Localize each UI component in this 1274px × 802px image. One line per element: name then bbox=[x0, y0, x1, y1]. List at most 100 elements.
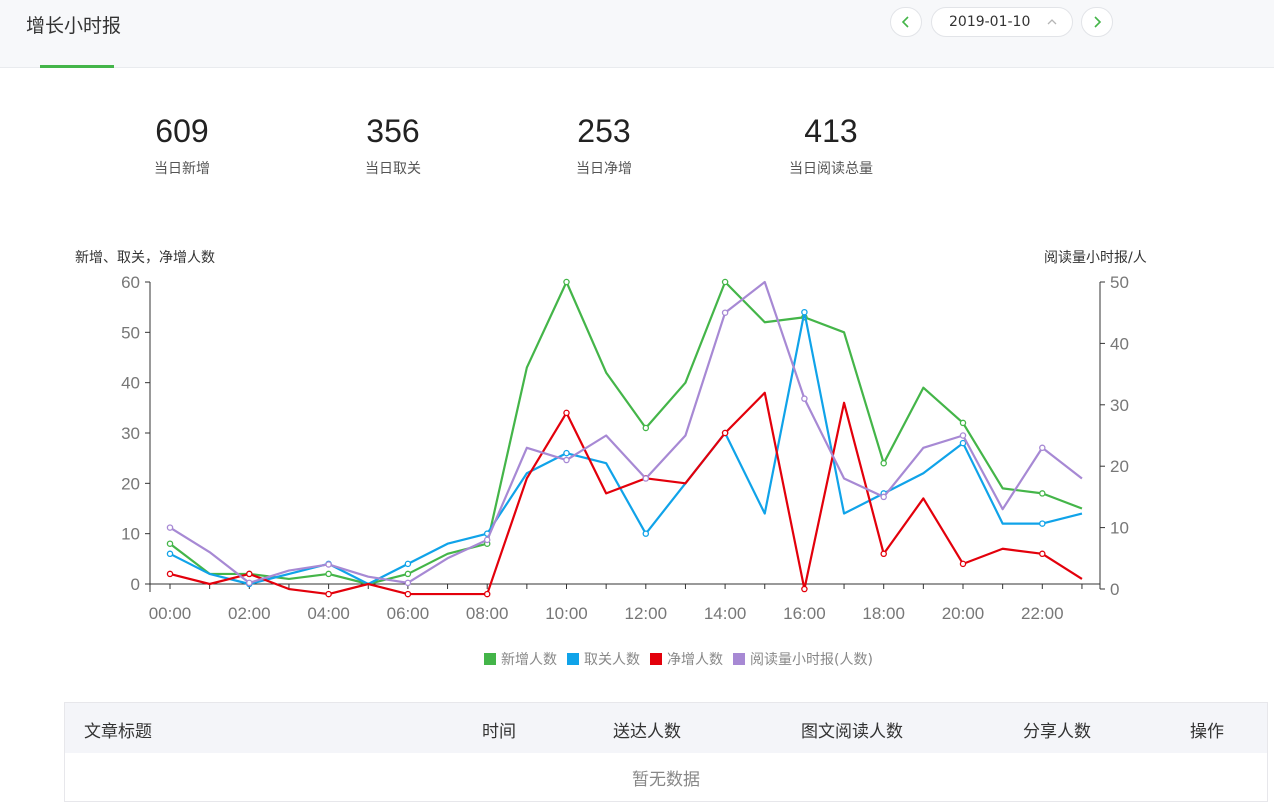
left-axis-tick-label: 40 bbox=[121, 374, 140, 393]
series-1-point bbox=[959, 419, 967, 427]
stat-value: 356 bbox=[366, 113, 420, 149]
series-3-point bbox=[801, 585, 808, 593]
series-1-point bbox=[721, 278, 729, 286]
x-axis-tick-label: 14:00 bbox=[704, 604, 747, 623]
chevron-left-icon bbox=[901, 16, 909, 28]
stat-label: 当日净增 bbox=[576, 161, 632, 177]
x-axis-tick-label: 04:00 bbox=[307, 604, 350, 623]
x-axis-tick-label: 02:00 bbox=[228, 604, 271, 623]
left-axis-tick-label: 0 bbox=[131, 575, 140, 594]
column-header-shares: 分享人数 bbox=[1023, 722, 1091, 742]
legend-item[interactable]: 净增人数 bbox=[650, 649, 723, 669]
stat-value: 253 bbox=[577, 113, 631, 149]
stat-total-reads: 413 当日阅读总量 bbox=[751, 110, 911, 178]
series-1-point bbox=[404, 570, 412, 578]
x-axis-tick-label: 20:00 bbox=[942, 604, 985, 623]
series-4-point bbox=[404, 579, 412, 587]
legend-item[interactable]: 新增人数 bbox=[484, 649, 557, 669]
stat-label: 当日阅读总量 bbox=[789, 161, 873, 177]
article-table: 文章标题 时间 送达人数 图文阅读人数 分享人数 操作 暂无数据 bbox=[64, 702, 1268, 802]
column-header-title: 文章标题 bbox=[84, 722, 152, 742]
series-3-point bbox=[404, 590, 412, 598]
left-axis-tick-label: 20 bbox=[121, 474, 140, 493]
page-header: 增长小时报 2019-01-10 bbox=[0, 0, 1274, 68]
chevron-up-icon bbox=[1047, 19, 1057, 25]
right-axis-tick-label: 50 bbox=[1110, 273, 1129, 292]
series-4-point bbox=[563, 456, 570, 464]
next-day-button[interactable] bbox=[1081, 7, 1113, 37]
series-4-point bbox=[1039, 444, 1046, 452]
legend-swatch bbox=[733, 653, 745, 665]
column-header-actions: 操作 bbox=[1190, 722, 1224, 742]
right-axis-tick-label: 30 bbox=[1110, 396, 1129, 415]
x-axis-tick-label: 22:00 bbox=[1021, 604, 1064, 623]
series-3-point bbox=[325, 590, 332, 598]
series-line-3 bbox=[169, 391, 1083, 596]
right-axis-tick-label: 0 bbox=[1110, 580, 1119, 599]
column-header-delivered: 送达人数 bbox=[613, 722, 681, 742]
series-1-point bbox=[880, 459, 887, 467]
series-3-point bbox=[1039, 550, 1046, 558]
x-axis-tick-label: 10:00 bbox=[545, 604, 588, 623]
x-axis-tick-label: 06:00 bbox=[387, 604, 430, 623]
right-axis-title: 阅读量小时报/人 bbox=[1044, 250, 1147, 266]
series-1-point bbox=[325, 570, 332, 578]
stat-label: 当日新增 bbox=[154, 161, 210, 177]
series-3-point bbox=[563, 409, 570, 417]
legend-swatch bbox=[567, 653, 579, 665]
right-axis-tick-label: 20 bbox=[1110, 457, 1129, 476]
page-title: 增长小时报 bbox=[26, 15, 122, 37]
left-axis-tick-label: 50 bbox=[121, 323, 140, 342]
date-value: 2019-01-10 bbox=[949, 14, 1031, 30]
right-axis-tick-label: 10 bbox=[1110, 519, 1129, 538]
x-axis-tick-label: 00:00 bbox=[149, 604, 192, 623]
series-2-point bbox=[1039, 520, 1046, 527]
series-2-point bbox=[404, 560, 412, 568]
stat-net-growth: 253 当日净增 bbox=[524, 110, 684, 178]
left-axis-tick-label: 30 bbox=[121, 424, 140, 443]
series-4-point bbox=[166, 524, 174, 531]
legend-label: 阅读量小时报(人数) bbox=[750, 652, 873, 668]
series-3-point bbox=[721, 429, 729, 437]
series-4-point bbox=[483, 536, 491, 544]
series-3-point bbox=[959, 560, 967, 568]
legend-swatch bbox=[484, 653, 496, 665]
active-tab-indicator bbox=[40, 65, 114, 68]
legend-item[interactable]: 取关人数 bbox=[567, 649, 640, 669]
column-header-time: 时间 bbox=[482, 722, 516, 742]
legend-label: 净增人数 bbox=[667, 652, 723, 668]
series-4-point bbox=[721, 309, 729, 316]
x-axis-tick-label: 16:00 bbox=[783, 604, 826, 623]
date-picker[interactable]: 2019-01-10 bbox=[931, 7, 1073, 37]
stat-value: 609 bbox=[155, 113, 209, 149]
series-2-point bbox=[642, 530, 650, 537]
series-4-point bbox=[959, 432, 967, 439]
series-1-point bbox=[642, 424, 650, 432]
stat-label: 当日取关 bbox=[365, 161, 421, 177]
series-4-point bbox=[246, 579, 253, 587]
x-axis-tick-label: 08:00 bbox=[466, 604, 509, 623]
series-1-point bbox=[563, 278, 570, 286]
series-2-point bbox=[801, 308, 808, 316]
series-4-point bbox=[325, 561, 332, 568]
series-line-2 bbox=[169, 311, 1083, 586]
chart-legend: 新增人数 取关人数 净增人数 阅读量小时报(人数) bbox=[484, 649, 873, 669]
x-axis-tick-label: 18:00 bbox=[862, 604, 905, 623]
series-3-point bbox=[880, 550, 887, 558]
stat-new-followers: 609 当日新增 bbox=[102, 110, 262, 178]
column-header-reads: 图文阅读人数 bbox=[801, 722, 903, 742]
legend-item[interactable]: 阅读量小时报(人数) bbox=[733, 649, 873, 669]
series-2-point bbox=[959, 439, 967, 447]
series-3-point bbox=[483, 590, 491, 598]
series-3-point bbox=[166, 570, 174, 578]
series-4-point bbox=[880, 493, 887, 501]
series-3-point bbox=[246, 570, 253, 578]
series-line-4 bbox=[169, 280, 1083, 584]
series-line-1 bbox=[169, 280, 1083, 586]
left-axis-tick-label: 60 bbox=[121, 273, 140, 292]
empty-state-text: 暂无数据 bbox=[632, 770, 700, 790]
series-2-point bbox=[563, 449, 570, 457]
series-4-point bbox=[801, 395, 808, 402]
previous-day-button[interactable] bbox=[890, 7, 922, 37]
